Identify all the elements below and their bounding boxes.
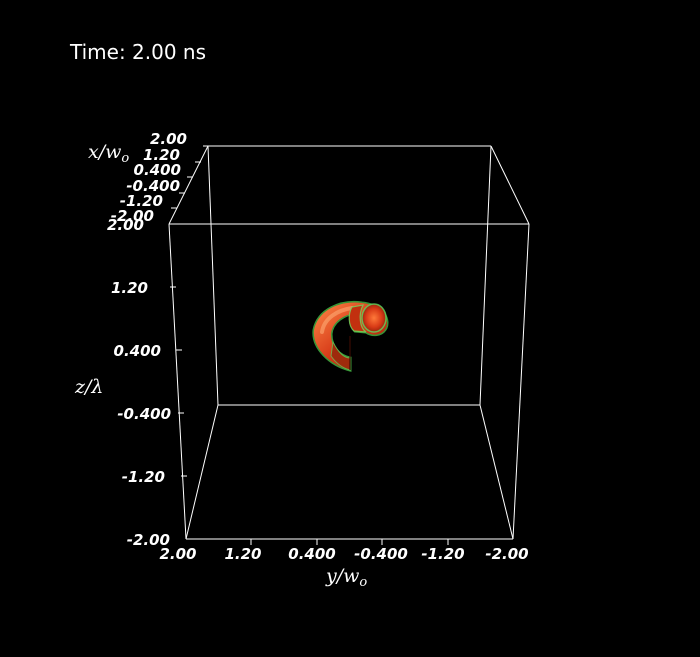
bounding-box <box>168 145 530 540</box>
box-edge <box>512 223 530 540</box>
box-edge <box>185 404 219 540</box>
y-axis-title-sub: o <box>359 575 367 590</box>
y-tick-label: -2.00 <box>485 545 528 563</box>
x-tick-label: -1.20 <box>120 192 163 210</box>
y-tick-label: -1.20 <box>421 545 464 563</box>
y-axis-title-main: y/w <box>325 565 359 587</box>
z-axis-ticks: 2.00 1.20 0.400 -0.400 -1.20 -2.00 <box>107 216 171 549</box>
z-tick-label: -1.20 <box>122 468 165 486</box>
z-tick-label: 0.400 <box>114 342 161 360</box>
svg-text:y/wo: y/wo <box>325 565 367 590</box>
x-tick-label: -0.400 <box>126 177 180 195</box>
box-edge <box>490 145 530 225</box>
z-tick-label: 1.20 <box>111 279 148 297</box>
y-axis-title: y/wo <box>325 565 367 590</box>
torus-end-cap <box>361 303 387 333</box>
x-tick-label: -2.00 <box>111 207 154 225</box>
z-tick-label: -0.400 <box>117 405 171 423</box>
box-edge <box>168 145 209 225</box>
x-axis-title-sub: o <box>121 151 129 166</box>
box-edge <box>479 145 492 406</box>
y-tick-label: -0.400 <box>354 545 408 563</box>
svg-text:x/wo: x/wo <box>88 141 129 166</box>
x-axis-ticks: 2.00 1.20 0.400 -0.400 -1.20 -2.00 <box>111 130 187 225</box>
y-tick-label: 2.00 <box>159 545 196 563</box>
box-edge <box>168 223 187 540</box>
x-tick-label: 2.00 <box>150 130 187 148</box>
torus-highlight <box>320 306 354 334</box>
x-tick-label: 0.400 <box>134 161 181 179</box>
y-tick-label: 0.400 <box>288 545 335 563</box>
y-tick-label: 1.20 <box>224 545 261 563</box>
tick-marks <box>170 145 449 545</box>
z-tick-label: 2.00 <box>107 216 144 234</box>
z-axis-title: z/λ <box>74 376 103 398</box>
torus-cut-face-top <box>348 304 369 333</box>
x-axis-title-main: x/w <box>88 141 121 163</box>
x-tick-label: 1.20 <box>143 146 180 164</box>
box-edge <box>207 145 219 406</box>
z-tick-label: -2.00 <box>127 531 170 549</box>
torus-isosurface <box>312 300 389 372</box>
box-edge <box>479 404 514 540</box>
time-label: Time: 2.00 ns <box>70 40 207 64</box>
x-axis-title: x/wo <box>88 141 129 166</box>
y-axis-ticks: 2.00 1.20 0.400 -0.400 -1.20 -2.00 <box>159 545 528 563</box>
